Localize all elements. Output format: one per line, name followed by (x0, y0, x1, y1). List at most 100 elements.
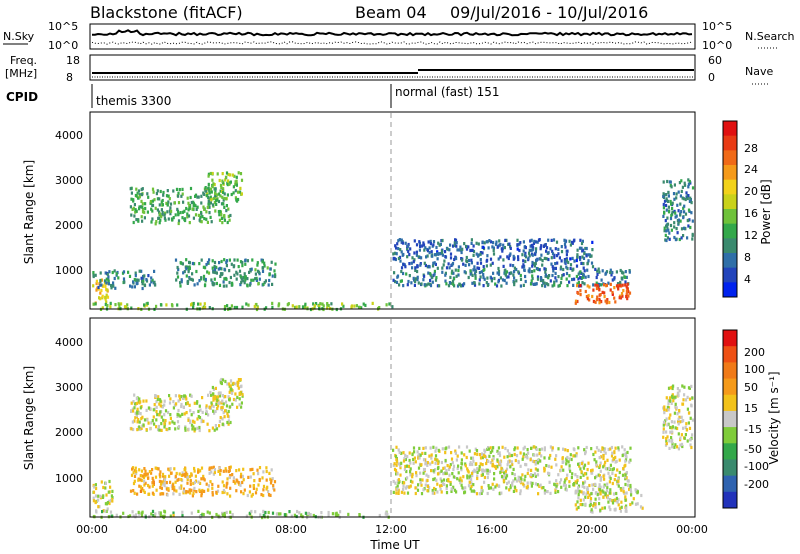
heatmap-cell (427, 240, 430, 244)
heatmap-cell (452, 485, 455, 489)
heatmap-cell (448, 281, 451, 285)
heatmap-cell (679, 202, 682, 206)
heatmap-cell (593, 458, 596, 462)
heatmap-cell (466, 476, 469, 480)
heatmap-cell (539, 257, 542, 261)
heatmap-cell (452, 467, 455, 472)
heatmap-cell (193, 469, 196, 473)
heatmap-cell (208, 306, 211, 310)
heatmap-cell (234, 189, 237, 193)
heatmap-cell (610, 499, 613, 503)
heatmap-cell (577, 505, 580, 510)
heatmap-cell (674, 426, 677, 430)
heatmap-cell (623, 275, 626, 279)
heatmap-cell (691, 396, 694, 400)
heatmap-cell (226, 382, 229, 386)
heatmap-cell (470, 484, 473, 488)
heatmap-cell (491, 261, 494, 265)
heatmap-cell (151, 419, 154, 423)
heatmap-cell (209, 215, 212, 219)
heatmap-cell (153, 514, 156, 518)
heatmap-cell (571, 277, 574, 282)
heatmap-cell (501, 249, 504, 253)
heatmap-cell (185, 411, 188, 415)
heatmap-cell (109, 510, 113, 514)
heatmap-cell (470, 456, 473, 460)
heatmap-cell (416, 275, 419, 279)
heatmap-cell (444, 250, 447, 254)
heatmap-cell (212, 387, 215, 391)
heatmap-cell (681, 185, 684, 189)
heatmap-cell (444, 451, 447, 455)
heatmap-cell (135, 513, 138, 517)
heatmap-cell (197, 415, 200, 419)
heatmap-cell (610, 273, 613, 277)
heatmap-cell (517, 475, 520, 479)
heatmap-cell (402, 484, 405, 488)
heatmap-cell (422, 458, 426, 462)
freq-tick-high: 18 (66, 54, 80, 67)
heatmap-cell (154, 283, 157, 287)
heatmap-cell (327, 510, 330, 515)
heatmap-cell (226, 304, 229, 308)
heatmap-cell (214, 187, 217, 191)
heatmap-cell (609, 498, 612, 502)
heatmap-cell (662, 180, 665, 184)
heatmap-cell (355, 304, 358, 308)
noise-tick-high-right: 10^5 (702, 20, 732, 33)
heatmap-cell (507, 256, 510, 261)
heatmap-cell (162, 190, 165, 195)
heatmap-cell (504, 268, 507, 272)
heatmap-cell (544, 284, 547, 288)
heatmap-cell (264, 510, 267, 515)
heatmap-cell (583, 251, 586, 256)
heatmap-cell (533, 453, 536, 457)
heatmap-cell (534, 250, 537, 254)
heatmap-cell (609, 268, 612, 272)
heatmap-cell (206, 270, 209, 274)
heatmap-cell (410, 281, 413, 285)
heatmap-cell (188, 206, 191, 210)
heatmap-cell (167, 467, 170, 471)
heatmap-cell (453, 243, 456, 247)
heatmap-cell (114, 286, 117, 290)
heatmap-cell (150, 421, 153, 425)
heatmap-cell (562, 447, 565, 451)
heatmap-cell (277, 512, 281, 516)
heatmap-cell (400, 461, 403, 465)
heatmap-cell (683, 181, 686, 185)
heatmap-cell (509, 465, 512, 469)
heatmap-cell (533, 239, 536, 243)
heatmap-cell (569, 266, 572, 271)
heatmap-cell (629, 488, 632, 492)
heatmap-cell (454, 451, 457, 455)
heatmap-cell (441, 270, 444, 274)
heatmap-cell (296, 509, 299, 514)
heatmap-cell (576, 475, 579, 479)
heatmap-cell (554, 488, 557, 492)
heatmap-cell (527, 468, 530, 472)
heatmap-cell (667, 210, 671, 214)
heatmap-cell (408, 485, 411, 489)
heatmap-cell (187, 270, 190, 274)
heatmap-cell (397, 448, 400, 452)
heatmap-cell (205, 263, 208, 267)
heatmap-cell (450, 271, 453, 275)
heatmap-cell (621, 473, 625, 477)
heatmap-cell (667, 402, 670, 406)
heatmap-cell (211, 266, 214, 270)
heatmap-cell (671, 442, 674, 446)
heatmap-cell (596, 493, 599, 497)
heatmap-cell (203, 478, 206, 482)
heatmap-cell (191, 278, 194, 282)
heatmap-cell (414, 486, 417, 490)
heatmap-cell (580, 261, 583, 265)
heatmap-cell (411, 472, 414, 476)
heatmap-cell (222, 411, 225, 415)
heatmap-cell (103, 279, 107, 283)
heatmap-cell (579, 502, 582, 507)
heatmap-cell (192, 301, 195, 306)
heatmap-cell (174, 394, 177, 398)
heatmap-cell (199, 481, 202, 485)
heatmap-cell (585, 295, 588, 299)
